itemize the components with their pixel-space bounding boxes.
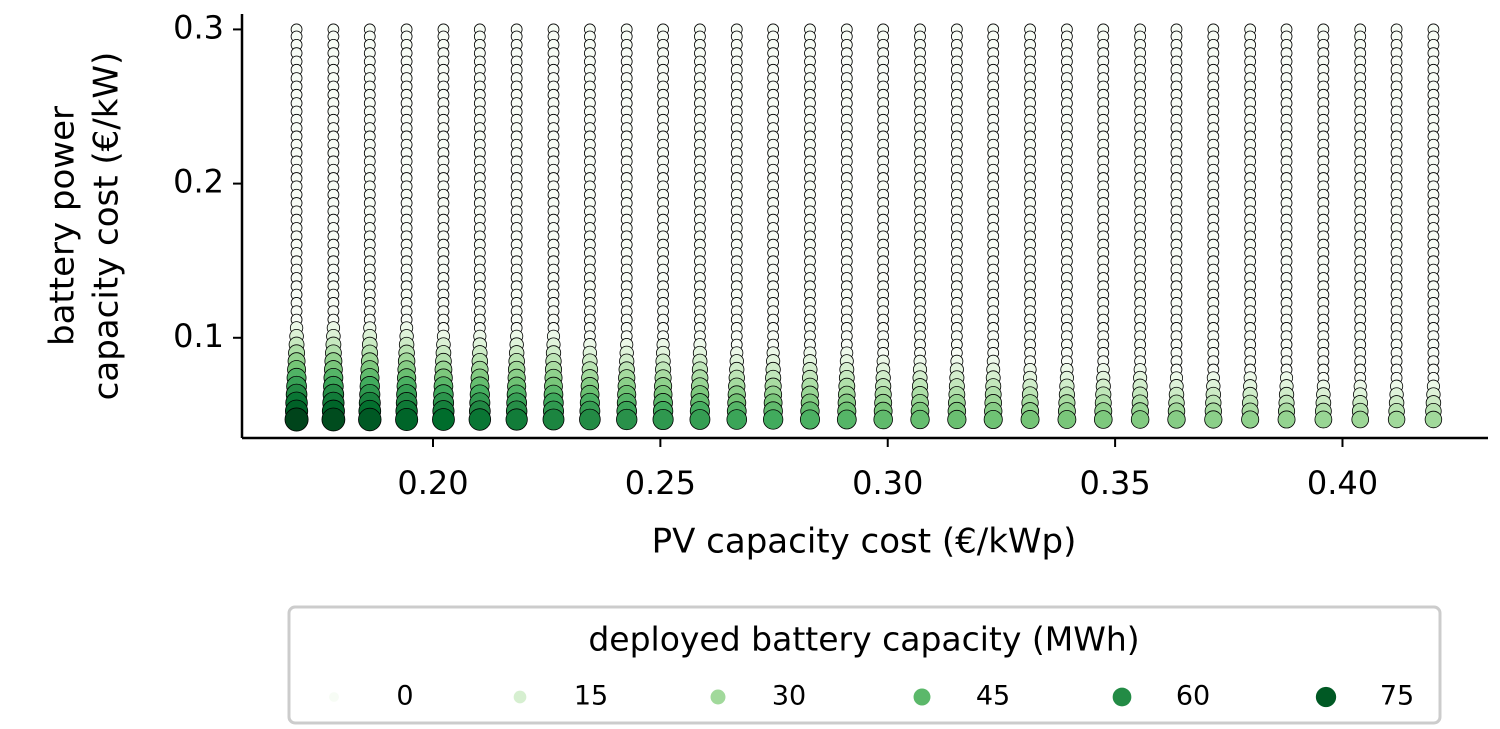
point	[983, 409, 1003, 430]
x-tick-label: 0.20	[397, 464, 468, 502]
point	[395, 407, 419, 432]
point	[1314, 410, 1333, 429]
point	[1424, 410, 1443, 429]
x-tick-label: 0.35	[1079, 464, 1150, 502]
y-tick-label: 0.3	[173, 8, 224, 46]
y-tick-label: 0.2	[173, 163, 224, 201]
legend-marker	[513, 690, 527, 704]
legend-marker	[1315, 686, 1337, 708]
legend-label: 30	[772, 681, 806, 712]
point	[1167, 410, 1186, 429]
point	[1020, 410, 1040, 429]
legend-marker	[329, 692, 339, 702]
point	[1130, 410, 1150, 429]
x-tick-label: 0.25	[625, 464, 696, 502]
legend-box	[287, 605, 1442, 725]
y-tick-label: 0.1	[173, 317, 224, 355]
x-axis-label: PV capacity cost (€/kWp)	[652, 522, 1077, 562]
point	[505, 408, 528, 431]
legend-marker	[913, 688, 931, 706]
point	[1093, 410, 1113, 429]
point	[468, 408, 492, 431]
y-axis-label: capacity cost (€/kW)	[87, 52, 127, 401]
legend-label: 45	[976, 681, 1010, 712]
point	[726, 409, 748, 430]
legend-title: deployed battery capacity (MWh)	[588, 620, 1139, 659]
point	[1387, 410, 1406, 429]
point	[1351, 410, 1370, 429]
legend-marker	[710, 689, 726, 705]
point	[689, 409, 711, 430]
point	[1241, 410, 1260, 429]
point	[652, 408, 674, 431]
y-axis-label: battery power	[43, 106, 83, 346]
point	[616, 408, 638, 431]
point	[799, 409, 820, 430]
point	[762, 409, 784, 430]
legend-label: 60	[1176, 681, 1210, 712]
plot-area	[284, 23, 1443, 432]
point	[284, 407, 309, 432]
point	[1277, 410, 1296, 429]
point	[836, 409, 857, 430]
legend-label: 15	[574, 681, 608, 712]
x-tick-label: 0.40	[1307, 464, 1378, 502]
point	[579, 408, 601, 431]
point	[321, 407, 346, 432]
point	[1057, 410, 1077, 429]
point	[910, 409, 930, 430]
x-tick-label: 0.30	[852, 464, 923, 502]
legend-label: 0	[396, 681, 413, 712]
point	[542, 408, 565, 431]
point	[947, 409, 967, 430]
point	[432, 408, 455, 431]
point	[358, 407, 382, 432]
legend-marker	[1112, 687, 1132, 707]
legend-label: 75	[1380, 681, 1414, 712]
point	[873, 409, 893, 430]
point	[1204, 410, 1223, 429]
